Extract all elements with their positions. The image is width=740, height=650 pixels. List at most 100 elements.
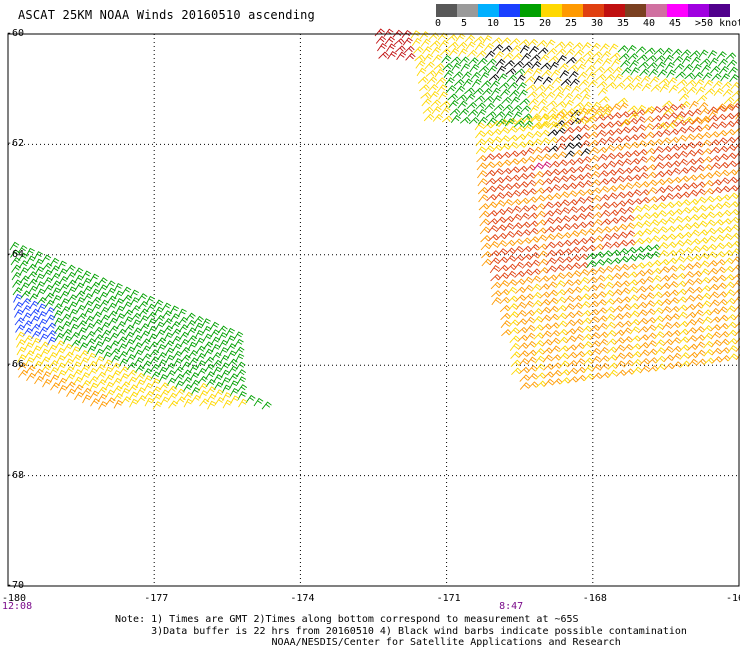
wind-barb	[464, 87, 475, 95]
wind-barb	[59, 283, 69, 292]
wind-barb	[509, 335, 520, 343]
wind-barb	[627, 53, 639, 61]
wind-barb	[160, 396, 170, 406]
wind-barb	[57, 260, 67, 270]
wind-barb	[497, 264, 509, 273]
wind-barb	[417, 76, 429, 84]
wind-barb	[720, 201, 731, 210]
wind-barb	[87, 352, 97, 362]
wind-barb	[522, 276, 533, 285]
wind-barb	[539, 137, 550, 146]
wind-barb	[159, 382, 170, 391]
wind-barb	[178, 316, 189, 325]
wind-barb	[579, 87, 591, 95]
wind-barb	[635, 116, 646, 125]
wind-barb	[617, 97, 628, 105]
wind-barb	[245, 394, 256, 404]
wind-barb	[604, 144, 615, 153]
wind-barb	[646, 332, 657, 341]
wind-barb	[66, 271, 76, 281]
wind-barb	[177, 308, 187, 318]
wind-barb	[486, 117, 497, 126]
wind-barb	[118, 351, 128, 360]
wind-barb	[701, 139, 712, 148]
wind-barb	[667, 77, 678, 86]
wind-barb	[162, 310, 172, 319]
wind-barb	[642, 261, 654, 269]
wind-barb	[106, 295, 117, 304]
wind-barb	[405, 52, 416, 61]
note-line-3: NOAA/NESDIS/Center for Satellite Applica…	[115, 637, 621, 648]
wind-barb	[647, 61, 658, 70]
wind-barb	[529, 104, 540, 114]
wind-barb	[613, 321, 624, 329]
wind-barb	[601, 233, 612, 242]
wind-barb	[687, 198, 699, 206]
wind-barb	[688, 214, 700, 222]
wind-barb	[704, 204, 715, 212]
wind-barb	[508, 158, 520, 166]
wind-barb	[711, 186, 722, 195]
wind-barb	[494, 111, 506, 119]
wind-barb	[156, 344, 166, 353]
colorbar-label: 30	[591, 18, 604, 29]
wind-barb	[439, 100, 451, 108]
wind-barb	[499, 296, 511, 305]
wind-barb	[626, 44, 637, 54]
wind-barb	[559, 69, 570, 79]
wind-barb	[38, 318, 48, 328]
wind-barb	[715, 274, 727, 283]
wind-barb	[709, 139, 720, 147]
wind-barb	[650, 259, 662, 268]
wind-barb	[711, 339, 722, 348]
wind-barb	[505, 254, 516, 263]
wind-barb	[631, 358, 642, 367]
wind-barb	[569, 254, 581, 263]
wind-barb	[619, 111, 630, 119]
wind-barb	[729, 73, 740, 83]
wind-barb	[695, 188, 706, 197]
wind-barb	[637, 309, 648, 318]
wind-barb	[591, 101, 602, 111]
wind-barb	[497, 248, 508, 257]
wind-barb	[111, 369, 122, 379]
wind-barb	[180, 354, 191, 363]
wind-barb	[574, 108, 585, 117]
wind-barb	[519, 205, 530, 213]
wind-barb	[71, 346, 81, 356]
wind-barb	[501, 183, 513, 191]
colorbar-swatch	[562, 4, 583, 17]
wind-barb	[639, 68, 650, 77]
wind-barb	[720, 73, 731, 82]
wind-barb	[707, 114, 719, 123]
wind-barb	[628, 294, 639, 303]
wind-barb	[565, 108, 576, 116]
wind-barb	[128, 391, 139, 401]
wind-barb	[723, 96, 735, 105]
wind-barb	[661, 305, 672, 315]
map-frame	[7, 33, 740, 587]
wind-barb	[123, 309, 134, 318]
wind-barb	[467, 109, 479, 117]
wind-barb	[726, 169, 738, 177]
wind-barb	[126, 353, 136, 363]
wind-barb	[60, 305, 71, 315]
wind-barb	[621, 320, 633, 328]
wind-barb	[695, 86, 706, 95]
wind-barb	[631, 366, 643, 375]
wind-barb	[127, 369, 138, 378]
wind-barb	[129, 398, 139, 408]
wind-barb	[17, 362, 28, 371]
wind-barb	[544, 233, 555, 242]
wind-barb	[543, 363, 554, 371]
wind-barb	[227, 350, 237, 360]
colorbar-label: 15	[513, 18, 526, 29]
wind-barb	[571, 125, 583, 134]
wind-barb	[402, 37, 413, 46]
wind-barb	[628, 134, 639, 142]
wind-barb	[47, 336, 57, 346]
wind-barb	[513, 261, 524, 270]
wind-barb	[692, 286, 703, 294]
wind-barb	[662, 100, 673, 108]
wind-barb	[227, 358, 238, 367]
